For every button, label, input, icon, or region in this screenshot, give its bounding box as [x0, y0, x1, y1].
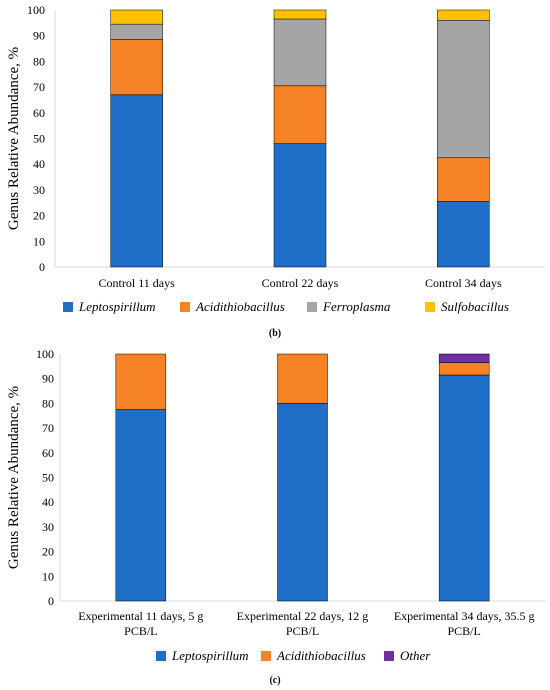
- y-tick-label: 80: [33, 54, 45, 68]
- y-tick-label: 50: [42, 471, 54, 485]
- y-tick-label: 60: [33, 106, 45, 120]
- y-axis-label: Genus Relative Abundance, %: [6, 47, 22, 230]
- legend-swatch-leptospirillum: [63, 302, 73, 312]
- panel-label: (c): [269, 675, 280, 686]
- bar-sulfobacillus-3: [437, 9, 490, 21]
- bar-leptospirillum-2: [277, 403, 328, 602]
- y-tick-label: 30: [42, 520, 54, 534]
- legend-label-ferroplasma: Ferroplasma: [322, 299, 391, 314]
- legend-label-sulfobacillus: Sulfobacillus: [441, 299, 509, 314]
- legend-swatch-other: [384, 651, 394, 661]
- y-tick-label: 10: [42, 569, 54, 583]
- x-tick-label: Control 11 days: [99, 276, 176, 290]
- x-tick-label: Control 22 days: [262, 276, 339, 290]
- legend-swatch-sulfobacillus: [425, 302, 435, 312]
- chart-panel-c: 0 10 20 30 40 50 60 70 80 90 100 Genus Relative Abu…: [6, 347, 545, 686]
- panel-label: (b): [269, 328, 281, 339]
- bar-sulfobacillus-1: [110, 9, 163, 25]
- y-tick-label: 100: [36, 347, 54, 361]
- x-tick-label: PCB/L: [124, 624, 157, 638]
- legend-label-acidithiobacillus: Acidithiobacillus: [195, 299, 285, 314]
- x-tick-label: Experimental 34 days, 35.5 g: [394, 609, 535, 623]
- y-axis-label: Genus Relative Abundance, %: [6, 386, 22, 569]
- bar-acidithiobacillus-1: [115, 353, 167, 410]
- y-tick-label: 10: [33, 234, 45, 248]
- legend-swatch-acidithiobacillus: [180, 302, 190, 312]
- bar-leptospirillum-1: [115, 409, 167, 602]
- bar-other-3: [438, 353, 490, 363]
- y-tick-label: 0: [39, 260, 45, 274]
- bar-acidithiobacillus-3: [437, 157, 490, 202]
- y-tick-label: 70: [33, 80, 45, 94]
- legend-label-other: Other: [400, 648, 431, 663]
- y-tick-label: 30: [33, 183, 45, 197]
- bar-leptospirillum-3: [437, 201, 490, 268]
- bar-ferroplasma-3: [437, 20, 490, 159]
- bar-leptospirillum-3: [438, 374, 490, 602]
- bar-acidithiobacillus-3: [438, 362, 490, 376]
- legend-swatch-leptospirillum: [156, 651, 166, 661]
- y-tick-label: 60: [42, 446, 54, 460]
- y-tick-label: 90: [33, 29, 45, 43]
- y-tick-label: 80: [42, 396, 54, 410]
- legend-label-leptospirillum: Leptospirillum: [78, 299, 156, 314]
- bar-ferroplasma-1: [110, 23, 163, 40]
- x-tick-label: PCB/L: [447, 624, 480, 638]
- chart-panel-b: 0 10 20 30 40 50 60 70 80 90 100 Genus Relative Abu…: [6, 3, 545, 339]
- y-tick-label: 40: [42, 495, 54, 509]
- y-tick-label: 90: [42, 372, 54, 386]
- x-tick-label: Experimental 22 days, 12 g: [237, 609, 369, 623]
- legend-swatch-ferroplasma: [307, 302, 317, 312]
- y-tick-label: 40: [33, 157, 45, 171]
- y-tick-label: 0: [48, 594, 54, 608]
- x-tick-label: Experimental 11 days, 5 g: [78, 609, 203, 623]
- x-tick-label: Control 34 days: [425, 276, 502, 290]
- bar-acidithiobacillus-1: [110, 39, 163, 96]
- legend-label-acidithiobacillus: Acidithiobacillus: [276, 648, 366, 663]
- y-tick-label: 100: [27, 3, 45, 17]
- y-tick-label: 20: [33, 209, 45, 223]
- bar-ferroplasma-2: [273, 18, 327, 87]
- bar-leptospirillum-2: [273, 143, 327, 268]
- bar-sulfobacillus-2: [273, 9, 327, 20]
- x-tick-label: PCB/L: [286, 624, 319, 638]
- y-tick-label: 50: [33, 132, 45, 146]
- legend-label-leptospirillum: Leptospirillum: [171, 648, 249, 663]
- y-tick-label: 20: [42, 545, 54, 559]
- legend-swatch-acidithiobacillus: [261, 651, 271, 661]
- bar-leptospirillum-1: [110, 94, 163, 268]
- bar-acidithiobacillus-2: [277, 353, 328, 404]
- y-tick-label: 70: [42, 421, 54, 435]
- bar-acidithiobacillus-2: [273, 85, 327, 144]
